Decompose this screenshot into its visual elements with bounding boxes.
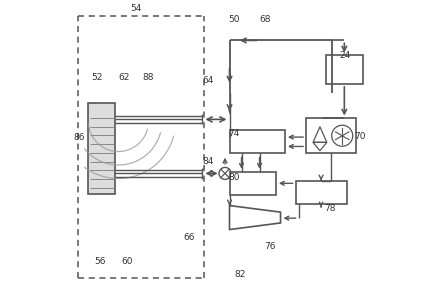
- Text: 56: 56: [95, 257, 106, 266]
- Text: 62: 62: [119, 73, 130, 82]
- Text: 64: 64: [202, 76, 213, 85]
- Text: 66: 66: [183, 233, 195, 241]
- Bar: [230, 171, 276, 195]
- Text: 82: 82: [234, 270, 246, 279]
- Bar: [306, 118, 356, 153]
- Text: 24: 24: [340, 51, 351, 60]
- Text: 84: 84: [202, 157, 213, 166]
- Text: 68: 68: [260, 15, 271, 24]
- Polygon shape: [230, 205, 281, 230]
- Text: 76: 76: [264, 241, 276, 251]
- Bar: [325, 55, 363, 84]
- Text: 70: 70: [354, 132, 366, 141]
- Bar: [296, 181, 347, 204]
- Text: 60: 60: [122, 257, 133, 266]
- Text: 52: 52: [92, 73, 103, 82]
- Bar: [230, 130, 285, 153]
- Bar: [88, 103, 115, 194]
- Text: 86: 86: [74, 134, 85, 142]
- Text: 54: 54: [131, 5, 142, 13]
- Text: 88: 88: [143, 73, 154, 82]
- Text: 50: 50: [228, 15, 240, 24]
- Text: 80: 80: [228, 172, 240, 181]
- Text: 74: 74: [228, 129, 240, 138]
- Text: 78: 78: [324, 204, 336, 213]
